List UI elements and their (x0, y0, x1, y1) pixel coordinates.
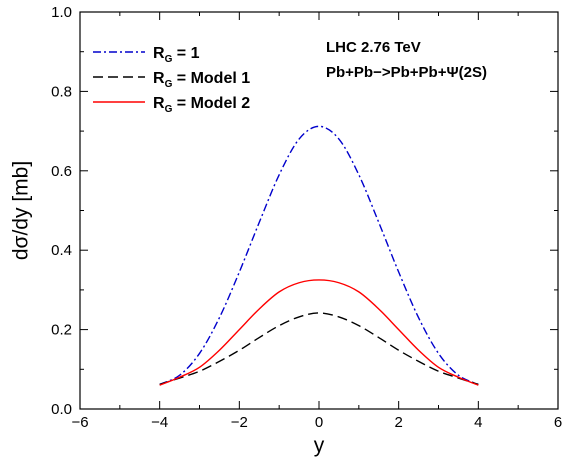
legend-label: RG = Model 1 (153, 70, 250, 90)
y-tick-label: 0.2 (51, 322, 72, 339)
y-tick-label: 0.4 (51, 242, 72, 259)
series-layer (159, 125, 479, 386)
legend-item-rg-1: RG = 1 (93, 45, 200, 65)
x-axis-title: y (314, 434, 325, 457)
x-tick-label: 4 (474, 414, 482, 431)
annotation-energy: LHC 2.76 TeV (326, 39, 421, 56)
x-tick-label: 2 (394, 414, 402, 431)
y-tick-label: 1.0 (51, 4, 72, 21)
legend-label: RG = 1 (153, 45, 200, 65)
legend-item-rg-model-1: RG = Model 1 (93, 70, 250, 90)
legend-label: RG = Model 2 (153, 95, 250, 115)
x-tick-label: 6 (554, 414, 562, 431)
legend: RG = 1 RG = Model 1 RG = Model 2 (93, 45, 250, 115)
labels-layer: −6 −4 −2 0 2 4 6 0.0 0.2 0.4 0.6 0.8 1.0 (51, 4, 562, 431)
y-tick-label: 0.6 (51, 163, 72, 180)
legend-item-rg-model-2: RG = Model 2 (93, 95, 250, 115)
series-line-rg-model-2 (159, 279, 479, 386)
y-tick-label: 0.8 (51, 83, 72, 100)
x-tick-label: −6 (71, 414, 88, 431)
x-tick-label: 0 (315, 414, 323, 431)
y-axis-title: dσ/dy [mb] (10, 161, 33, 260)
annotation-process: Pb+Pb−>Pb+Pb+Ψ(2S) (326, 64, 487, 81)
x-tick-label: −2 (231, 414, 248, 431)
plot-frame (79, 11, 559, 410)
series-line-rg-model-1 (159, 312, 479, 386)
y-tick-label: 0.0 (51, 401, 72, 418)
x-tick-label: −4 (151, 414, 168, 431)
series-line-rg-1 (159, 125, 479, 386)
